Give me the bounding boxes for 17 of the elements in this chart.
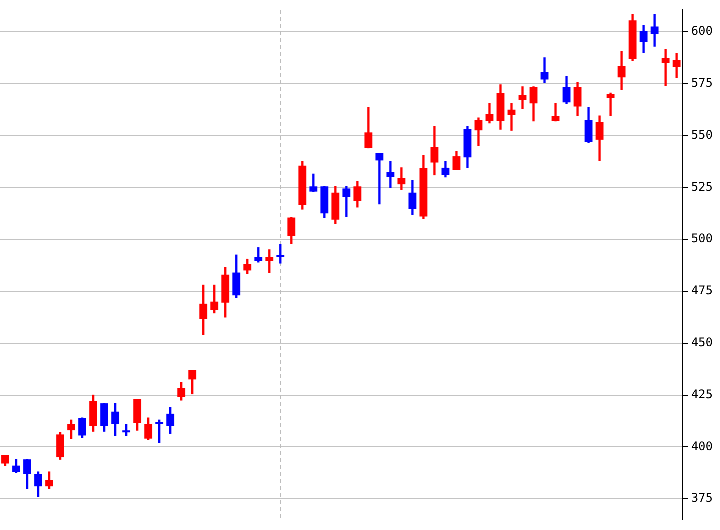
- candlestick: [376, 153, 384, 205]
- candlestick: [518, 86, 527, 110]
- y-tick-label: 425: [691, 387, 714, 402]
- y-tick-label: 575: [691, 76, 714, 90]
- candlestick: [662, 49, 670, 86]
- candlestick: [508, 103, 516, 131]
- y-tick-label: 450: [691, 335, 714, 350]
- y-tick-label: 400: [691, 439, 714, 454]
- y-tick-label: 550: [691, 128, 714, 142]
- candlestick: [650, 14, 659, 47]
- y-tick-label: 600: [691, 24, 714, 38]
- y-tick-label: 525: [691, 180, 714, 194]
- y-tick-label: 500: [691, 232, 714, 246]
- y-tick-label: 375: [691, 491, 714, 506]
- candlestick: [606, 92, 615, 116]
- y-tick-label: 475: [691, 284, 714, 298]
- candlestick: [386, 161, 395, 188]
